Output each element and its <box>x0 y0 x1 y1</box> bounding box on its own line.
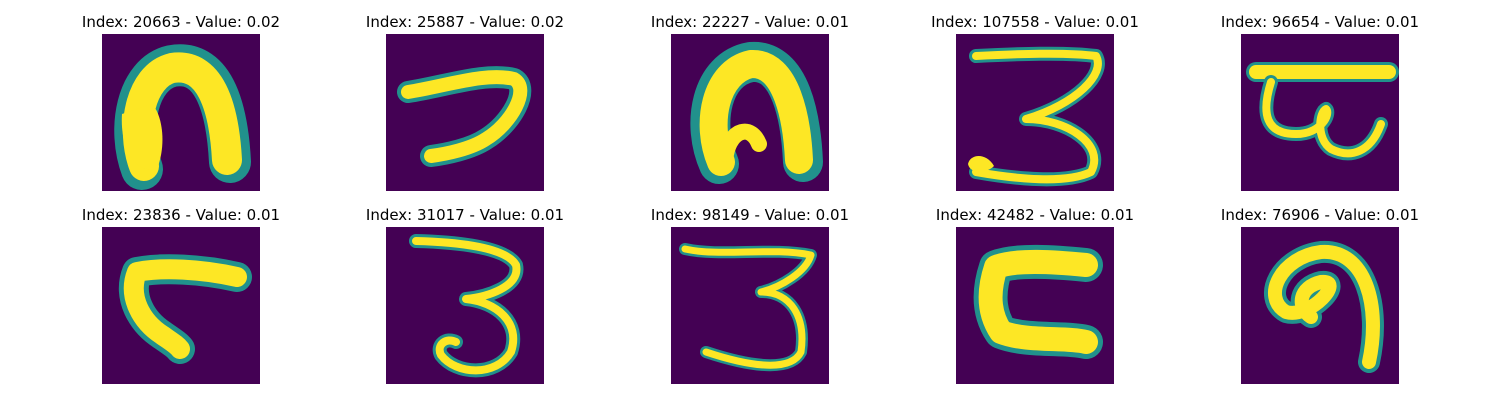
digit-image <box>956 34 1114 191</box>
panel-title: Index: 25887 - Value: 0.02 <box>365 13 565 31</box>
panel-title: Index: 22227 - Value: 0.01 <box>650 13 850 31</box>
panel-title: Index: 23836 - Value: 0.01 <box>81 206 281 224</box>
panel-title: Index: 76906 - Value: 0.01 <box>1220 206 1420 224</box>
panel-title: Index: 42482 - Value: 0.01 <box>935 206 1135 224</box>
digit-image <box>1241 227 1399 384</box>
digit-image <box>671 34 829 191</box>
digit-image <box>386 227 544 384</box>
digit-image <box>102 34 260 191</box>
panel-title: Index: 98149 - Value: 0.01 <box>650 206 850 224</box>
panel-title: Index: 20663 - Value: 0.02 <box>81 13 281 31</box>
digit-image <box>102 227 260 384</box>
digit-image <box>386 34 544 191</box>
digit-image <box>671 227 829 384</box>
digit-image <box>1241 34 1399 191</box>
digit-image <box>956 227 1114 384</box>
panel-title: Index: 96654 - Value: 0.01 <box>1220 13 1420 31</box>
panel-title: Index: 107558 - Value: 0.01 <box>931 13 1139 31</box>
panel-title: Index: 31017 - Value: 0.01 <box>365 206 565 224</box>
